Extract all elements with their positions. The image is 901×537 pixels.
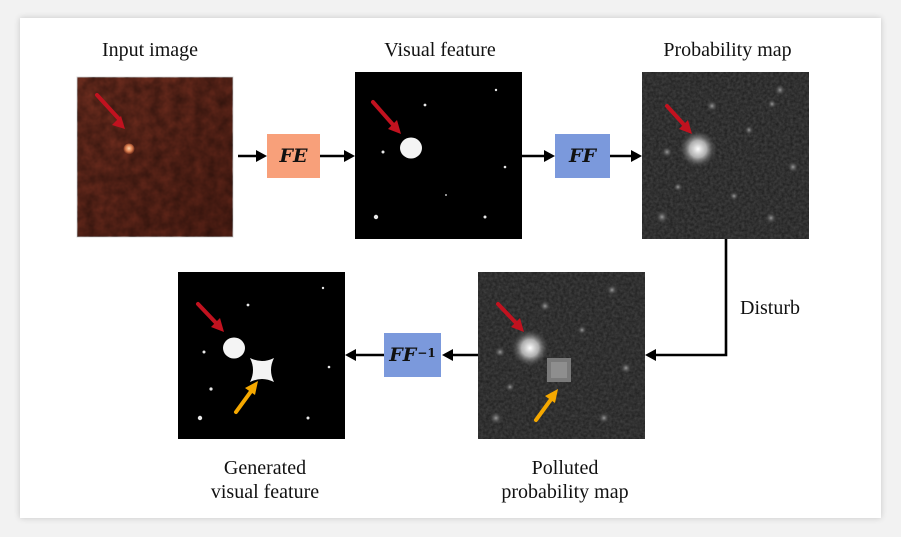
ff-block: FF bbox=[555, 134, 610, 178]
ff-inverse-exponent: −1 bbox=[417, 346, 436, 360]
polluted-probability-map-panel bbox=[478, 272, 645, 439]
visual-feature-panel bbox=[355, 72, 522, 239]
disturb-label: Disturb bbox=[740, 297, 800, 319]
generated-label-line2: visual feature bbox=[210, 481, 320, 503]
input-image-panel bbox=[73, 73, 237, 241]
generated-visual-feature-label: Generated visual feature bbox=[180, 456, 350, 504]
ff-block-label: FF bbox=[569, 145, 596, 167]
probability-map-label: Probability map bbox=[663, 39, 792, 61]
generated-visual-feature-panel bbox=[178, 272, 345, 439]
probability-map-panel bbox=[642, 72, 809, 239]
input-image-label: Input image bbox=[101, 39, 199, 61]
fe-block-label: FE bbox=[279, 145, 308, 167]
visual-feature-label: Visual feature bbox=[384, 39, 496, 61]
polluted-label-line1: Polluted bbox=[531, 457, 599, 479]
fe-block: FE bbox=[267, 134, 320, 178]
ff-inverse-block: FF −1 bbox=[384, 333, 441, 377]
polluted-probability-map-label: Polluted probability map bbox=[480, 456, 650, 504]
polluted-label-line2: probability map bbox=[501, 481, 629, 503]
generated-label-line1: Generated bbox=[223, 457, 307, 479]
ff-inverse-block-label: FF bbox=[389, 344, 417, 366]
